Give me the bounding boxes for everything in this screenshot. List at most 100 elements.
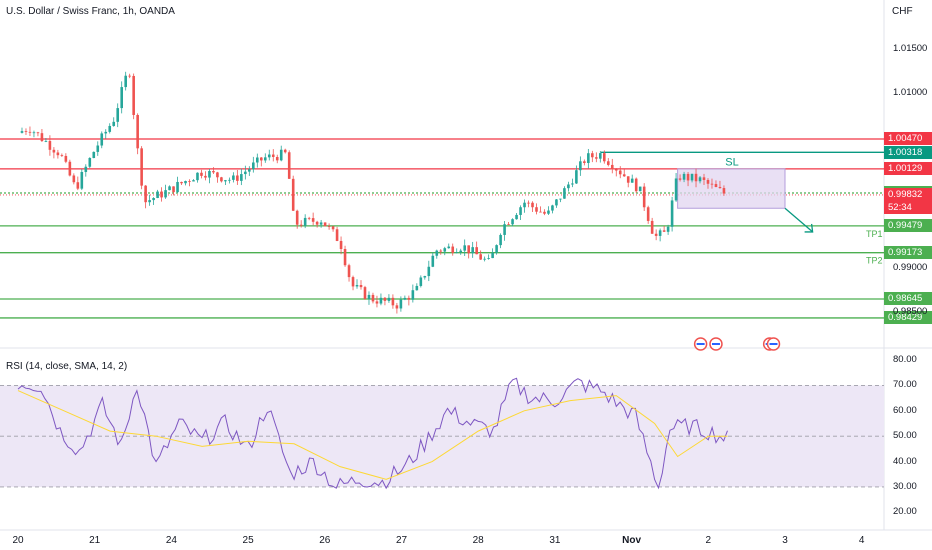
candle-body-169 (694, 173, 698, 182)
target-arrow-line (784, 207, 814, 233)
candle-body-54 (236, 175, 239, 181)
candle-body-72 (307, 217, 311, 219)
candle-body-94 (395, 305, 399, 309)
candle-body-85 (359, 285, 363, 288)
candle-body-176 (722, 188, 726, 194)
candle-body-126 (523, 202, 526, 208)
candle-body-118 (491, 252, 494, 259)
candle-body-33 (152, 198, 155, 201)
candle-body-119 (495, 245, 498, 253)
level-tag-tp2: TP2 (866, 256, 883, 266)
candle-body-136 (563, 188, 566, 199)
candle-body-122 (507, 224, 510, 226)
candle-body-62 (267, 154, 271, 158)
candle-body-65 (279, 149, 283, 161)
candle-body-164 (674, 178, 678, 201)
level-label-6: 0.98645 (884, 292, 932, 306)
candle-body-175 (718, 186, 722, 189)
candle-body-38 (172, 186, 175, 193)
candle-body-46 (204, 175, 207, 178)
candle-body-100 (419, 277, 423, 286)
candle-body-144 (595, 157, 598, 159)
candle-body-49 (216, 172, 219, 178)
date-tick-7: 31 (549, 535, 561, 546)
candle-body-13 (72, 175, 76, 183)
candle-body-52 (228, 179, 231, 181)
candle-body-37 (168, 186, 171, 191)
candle-body-168 (690, 173, 694, 181)
candle-body-163 (670, 200, 674, 227)
candle-body-165 (678, 178, 682, 180)
candle-body-138 (571, 183, 574, 185)
candle-body-11 (64, 155, 68, 162)
candle-body-150 (618, 170, 622, 175)
candle-body-92 (387, 297, 391, 301)
price-tick-1: 1.01000 (893, 86, 928, 98)
candle-body-134 (555, 199, 558, 206)
candle-body-61 (263, 157, 267, 161)
date-tick-1: 21 (89, 535, 101, 546)
level-label-0: 1.00470 (884, 132, 932, 146)
candle-body-2 (28, 131, 32, 133)
level-label-1: 1.00318 (884, 145, 932, 159)
candle-body-34 (156, 191, 159, 199)
candle-body-76 (323, 222, 327, 227)
candle-body-108 (451, 246, 455, 253)
candle-body-97 (407, 297, 411, 300)
candle-body-113 (471, 247, 474, 254)
candle-body-159 (654, 233, 658, 236)
candle-body-84 (355, 285, 359, 287)
sl-label: SL (725, 156, 738, 168)
candle-body-9 (56, 152, 60, 156)
rsi-ma-line (17, 390, 728, 480)
candle-body-143 (591, 153, 594, 158)
candle-body-44 (196, 172, 199, 181)
candle-body-27 (128, 75, 131, 77)
candle-body-140 (579, 161, 582, 171)
level-label-7: 0.98429 (884, 311, 932, 325)
countdown-label: 52:34 (884, 201, 932, 215)
candle-body-16 (84, 166, 88, 172)
candle-body-4 (36, 132, 40, 134)
candle-body-91 (383, 297, 387, 301)
candle-body-102 (427, 266, 431, 277)
candle-body-73 (311, 218, 315, 222)
candle-body-117 (487, 258, 490, 259)
candle-body-15 (80, 171, 84, 189)
candle-body-35 (160, 191, 163, 198)
candle-body-22 (108, 125, 112, 132)
level-tag-tp1: TP1 (866, 229, 883, 239)
currency-label: CHF (892, 6, 913, 17)
candle-body-81 (343, 248, 347, 266)
date-tick-6: 28 (472, 535, 484, 546)
candle-body-145 (599, 153, 602, 159)
candle-body-166 (682, 173, 686, 180)
candle-body-137 (567, 184, 570, 189)
candle-body-17 (88, 157, 92, 167)
candle-body-114 (475, 247, 478, 255)
date-tick-11: 4 (858, 535, 865, 546)
date-tick-0: 20 (12, 535, 24, 546)
candle-body-77 (327, 226, 331, 227)
candle-body-80 (339, 240, 343, 249)
candle-body-31 (144, 185, 147, 203)
candle-body-110 (459, 250, 463, 253)
candle-body-42 (188, 181, 191, 182)
rsi-tick-2: 60.00 (893, 404, 917, 416)
candle-body-63 (271, 154, 275, 157)
candle-body-50 (220, 177, 223, 182)
candle-body-56 (244, 171, 247, 175)
candle-body-55 (240, 174, 243, 181)
candle-body-10 (60, 155, 64, 156)
current-price-label: 0.99832 (884, 188, 932, 202)
candle-body-89 (375, 301, 379, 304)
candle-body-6 (44, 141, 48, 142)
candle-body-83 (351, 277, 355, 287)
candle-body-147 (606, 161, 610, 165)
candle-body-160 (658, 230, 662, 236)
candle-body-167 (686, 173, 690, 181)
candle-body-78 (331, 226, 335, 230)
candle-body-43 (192, 180, 195, 182)
candle-body-90 (379, 297, 383, 304)
